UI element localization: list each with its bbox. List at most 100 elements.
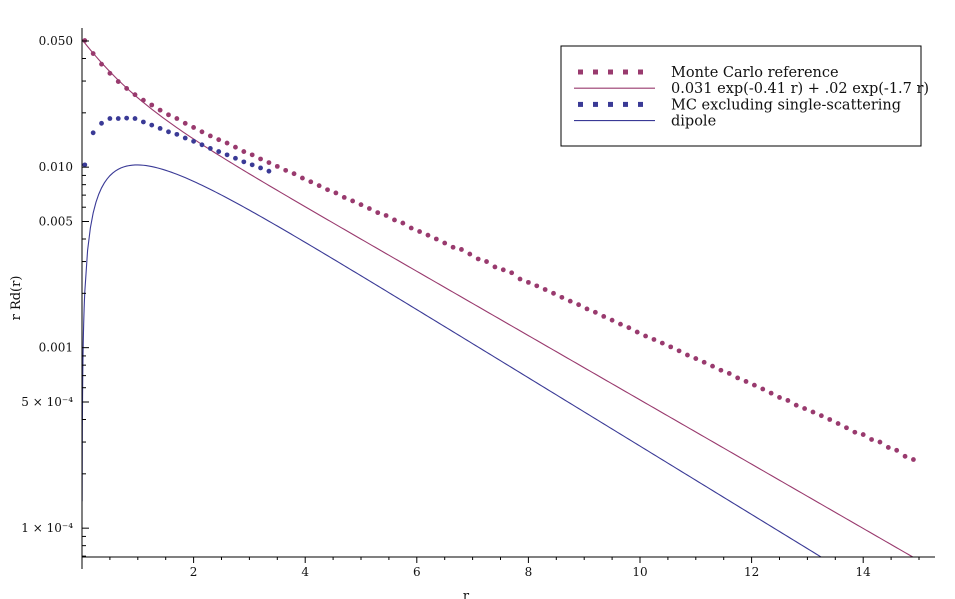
data-point [241,159,247,165]
data-point [609,317,615,323]
y-ticks: 0.050 0.010 0.005 0.001 5 × 10⁻⁴ 1 × 10⁻⁴ [21,34,89,557]
data-point [350,198,356,204]
data-point [710,363,715,369]
data-point [149,122,155,128]
data-point [166,129,171,135]
data-point [877,439,883,445]
legend-label: Monte Carlo reference [671,65,839,81]
data-point [735,375,741,381]
data-point [90,130,96,136]
data-point [274,163,280,169]
data-point [166,112,171,118]
legend-box [560,45,922,147]
data-point [258,156,263,162]
x-tick-label: 6 [413,565,421,579]
data-point [224,152,230,158]
data-point [693,356,699,361]
legend-marker [593,101,598,107]
y-tick-label: 0.010 [39,160,73,174]
legend-marker [578,101,583,107]
legend-marker [638,101,643,107]
data-point [140,119,146,125]
x-tick-label: 4 [301,565,309,579]
data-point [191,125,197,130]
data-point [559,294,565,300]
data-point [450,244,456,250]
legend-label: dipole [671,114,716,130]
data-point [433,236,439,242]
data-point [283,167,289,173]
data-point [325,187,330,193]
data-point [576,302,582,308]
data-point [726,371,732,376]
data-point [157,125,163,131]
data-point [751,382,757,388]
data-point [517,276,523,282]
data-point [894,447,900,453]
data-point [668,344,674,350]
data-point [651,337,657,342]
data-point [902,453,908,459]
data-point [366,206,372,211]
data-point [224,140,230,146]
data-point [810,409,816,415]
data-point [626,325,632,331]
data-point [99,61,104,67]
y-tick-label: 0.005 [39,215,73,229]
plot-area [82,38,916,557]
data-point [392,217,397,223]
data-point [115,116,121,121]
legend-marker [608,101,613,107]
x-axis-title: r [463,589,470,599]
data-point [316,183,322,189]
data-point [442,240,448,246]
data-point [802,406,808,411]
data-point [132,116,138,121]
data-point [383,213,389,218]
legend-marker [638,69,643,75]
series-layer [82,38,916,557]
data-point [475,256,481,262]
data-point [207,146,213,151]
data-point [777,395,782,400]
y-tick-label: 0.050 [39,34,73,48]
data-point [601,314,607,319]
data-point [99,120,104,126]
data-point [592,309,598,315]
data-point [818,413,824,419]
data-point [685,352,690,358]
data-point [358,202,364,208]
data-point [199,129,205,135]
data-point [634,329,640,335]
legend-marker [578,69,583,75]
data-point [785,398,791,403]
data-point [768,390,774,396]
data-point [793,402,799,408]
data-point [249,162,255,168]
data-point [492,264,498,270]
data-point [584,306,590,312]
data-point [459,247,464,252]
data-point [827,417,833,422]
data-point [124,115,130,121]
series-line-1 [82,39,914,557]
data-point [484,259,489,264]
data-point [618,321,623,327]
data-point [408,225,414,231]
data-point [308,179,314,185]
data-point [375,210,381,216]
data-point [718,367,724,373]
data-point [182,120,188,126]
legend-marker [623,101,628,107]
y-tick-label: 5 × 10⁻⁴ [21,395,73,409]
x-ticks: 2 4 6 8 10 12 14 [109,557,920,579]
data-point [659,340,665,346]
data-point [266,168,272,174]
data-point [233,155,238,161]
x-tick-label: 10 [632,565,647,579]
data-point [526,279,531,285]
data-point [860,432,866,437]
